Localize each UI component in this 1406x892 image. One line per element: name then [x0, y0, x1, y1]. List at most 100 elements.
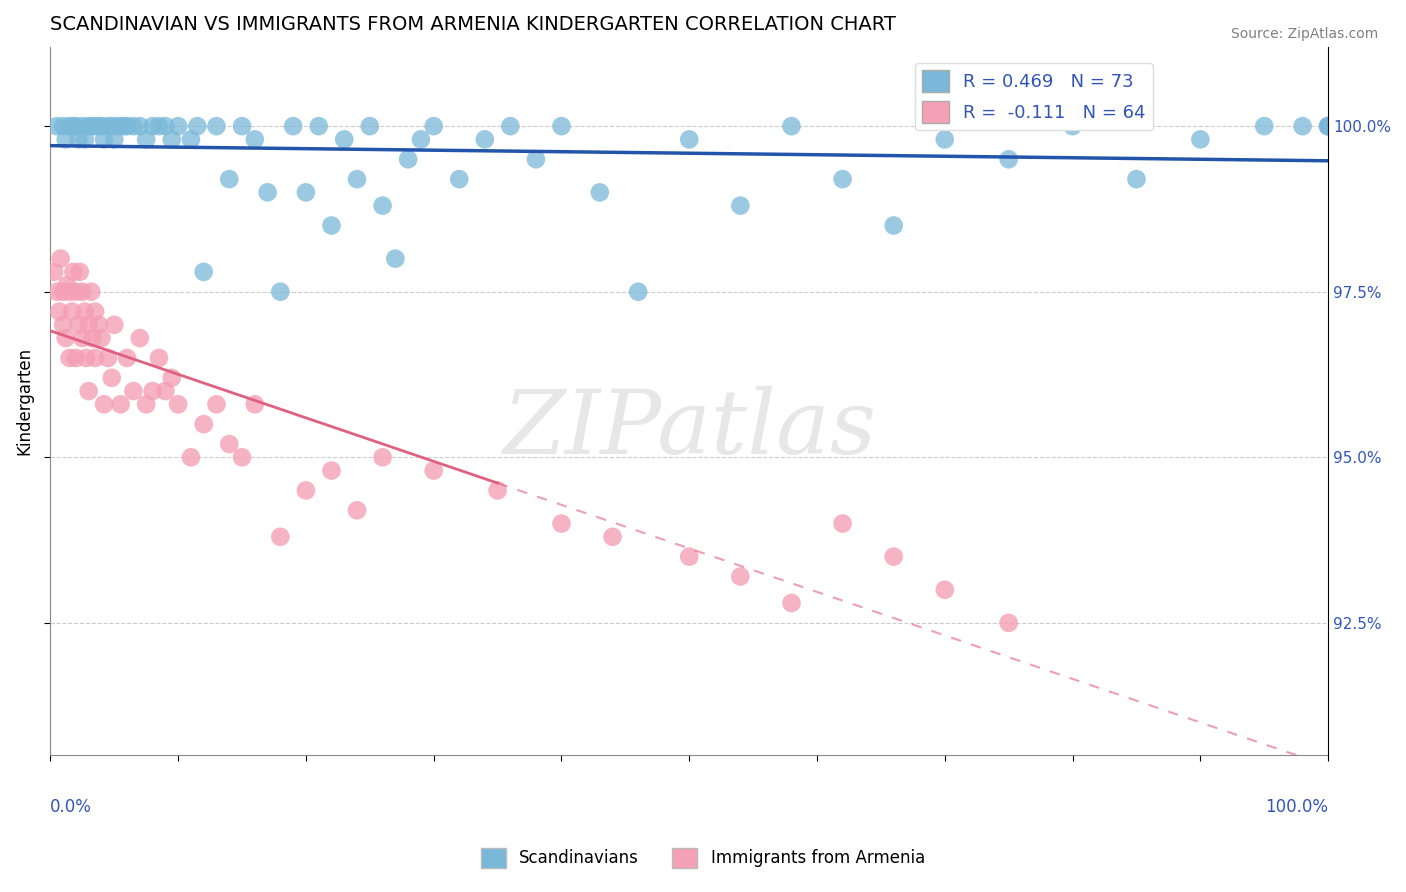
Point	[321, 219, 343, 233]
Point	[58, 119, 80, 133]
Point	[77, 119, 100, 133]
Point	[93, 132, 115, 146]
Point	[105, 119, 128, 133]
Point	[193, 265, 215, 279]
Point	[84, 351, 107, 365]
Point	[371, 450, 394, 465]
Legend: R = 0.469   N = 73, R =  -0.111   N = 64: R = 0.469 N = 73, R = -0.111 N = 64	[914, 62, 1153, 130]
Point	[80, 285, 103, 299]
Point	[333, 132, 356, 146]
Point	[409, 132, 432, 146]
Point	[678, 132, 700, 146]
Point	[186, 119, 208, 133]
Point	[550, 119, 572, 133]
Point	[831, 516, 853, 531]
Point	[142, 384, 165, 398]
Point	[49, 252, 72, 266]
Point	[359, 119, 381, 133]
Point	[474, 132, 496, 146]
Point	[308, 119, 330, 133]
Point	[269, 530, 291, 544]
Point	[1253, 119, 1275, 133]
Point	[589, 186, 612, 200]
Point	[75, 351, 97, 365]
Point	[1125, 172, 1147, 186]
Point	[167, 119, 190, 133]
Point	[128, 119, 150, 133]
Point	[87, 318, 110, 332]
Point	[62, 265, 84, 279]
Point	[1189, 132, 1212, 146]
Point	[231, 119, 253, 133]
Point	[730, 569, 752, 583]
Point	[72, 331, 94, 345]
Point	[100, 371, 122, 385]
Point	[486, 483, 509, 498]
Point	[780, 119, 803, 133]
Point	[77, 384, 100, 398]
Point	[678, 549, 700, 564]
Point	[77, 318, 100, 332]
Point	[167, 397, 190, 411]
Legend: Scandinavians, Immigrants from Armenia: Scandinavians, Immigrants from Armenia	[474, 841, 932, 875]
Point	[1317, 119, 1340, 133]
Point	[550, 516, 572, 531]
Point	[997, 615, 1019, 630]
Point	[231, 450, 253, 465]
Point	[62, 119, 84, 133]
Point	[60, 304, 83, 318]
Point	[148, 351, 170, 365]
Point	[135, 397, 157, 411]
Point	[160, 132, 183, 146]
Point	[934, 582, 956, 597]
Point	[90, 119, 112, 133]
Point	[205, 397, 228, 411]
Point	[346, 503, 368, 517]
Point	[52, 119, 75, 133]
Point	[321, 464, 343, 478]
Point	[56, 278, 79, 293]
Point	[122, 119, 145, 133]
Point	[82, 331, 104, 345]
Point	[1317, 119, 1340, 133]
Point	[67, 318, 90, 332]
Point	[155, 384, 177, 398]
Point	[128, 331, 150, 345]
Point	[110, 397, 132, 411]
Text: SCANDINAVIAN VS IMMIGRANTS FROM ARMENIA KINDERGARTEN CORRELATION CHART: SCANDINAVIAN VS IMMIGRANTS FROM ARMENIA …	[51, 15, 896, 34]
Point	[103, 132, 125, 146]
Point	[780, 596, 803, 610]
Point	[281, 119, 304, 133]
Point	[422, 119, 444, 133]
Point	[103, 318, 125, 332]
Point	[1062, 119, 1084, 133]
Point	[87, 119, 110, 133]
Text: Source: ZipAtlas.com: Source: ZipAtlas.com	[1230, 27, 1378, 41]
Point	[84, 304, 107, 318]
Point	[997, 153, 1019, 167]
Point	[93, 397, 115, 411]
Point	[295, 483, 318, 498]
Point	[55, 132, 77, 146]
Point	[243, 397, 266, 411]
Point	[449, 172, 471, 186]
Point	[883, 549, 905, 564]
Point	[205, 119, 228, 133]
Point	[295, 186, 318, 200]
Point	[110, 119, 132, 133]
Point	[80, 119, 103, 133]
Point	[1291, 119, 1313, 133]
Point	[100, 119, 122, 133]
Point	[243, 132, 266, 146]
Point	[142, 119, 165, 133]
Point	[65, 285, 87, 299]
Point	[371, 199, 394, 213]
Point	[122, 384, 145, 398]
Point	[65, 119, 87, 133]
Point	[831, 172, 853, 186]
Point	[193, 417, 215, 432]
Point	[883, 219, 905, 233]
Point	[45, 285, 67, 299]
Point	[114, 119, 136, 133]
Point	[72, 119, 94, 133]
